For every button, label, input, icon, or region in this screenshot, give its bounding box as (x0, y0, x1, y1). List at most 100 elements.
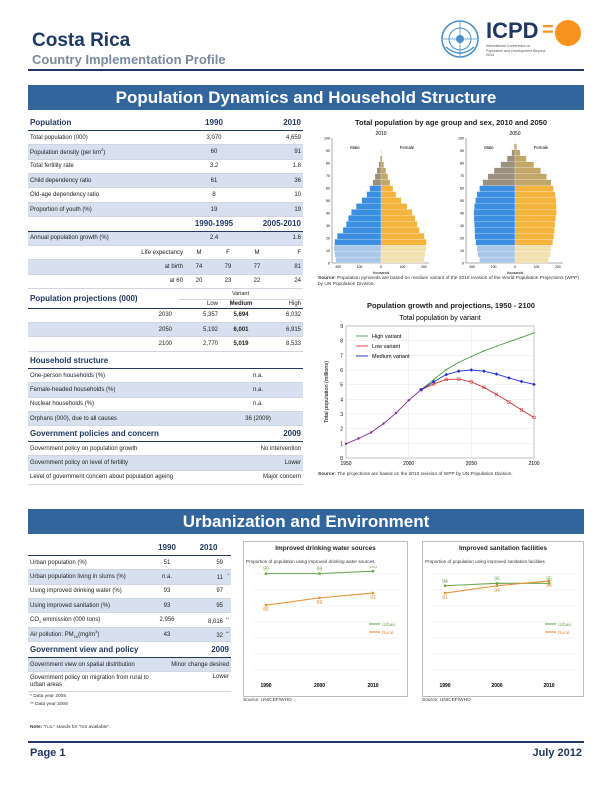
cell-value: 23 (213, 274, 243, 290)
cell-value: 5,694 (220, 308, 262, 323)
small-chart-x-tick: 2010 (367, 683, 378, 689)
pyramid-bar-female (514, 215, 556, 222)
small-chart-point (443, 584, 447, 587)
source-text: The projections are based on the 2010 re… (335, 472, 513, 477)
growth-history-point (357, 437, 360, 440)
blank-cell (28, 216, 185, 232)
pyramid-bar-male (378, 161, 382, 168)
growth-y-tick: 7 (340, 353, 343, 359)
pyramid-age-tick: 40 (460, 212, 464, 216)
pyramid-bar-male (351, 209, 382, 216)
growth-point-marker: + (445, 367, 448, 372)
growth-x-tick: 2050 (466, 461, 477, 467)
pyramid-bar-female (514, 221, 556, 228)
pyramid-bar-female (380, 203, 408, 210)
label-tail: ) (103, 150, 106, 157)
pyramid-age-tick: 50 (460, 199, 464, 203)
growth-chart-subtitle: Total population by variant (399, 315, 480, 322)
pyramid-bar-male (342, 227, 382, 234)
pyramid-bar-female (380, 227, 420, 234)
growth-x-tick: 2100 (528, 461, 539, 467)
growth-point-marker (444, 377, 448, 381)
growth-y-tick: 5 (340, 383, 343, 389)
household-header: Household structure (28, 354, 303, 369)
cell-value: 20 (185, 274, 213, 290)
pyramid-bar-male (369, 185, 382, 192)
cell-value: Lower (228, 455, 303, 471)
table-row: One-person households (%) n.a. (28, 368, 303, 384)
policies-year: 2009 (228, 427, 303, 442)
row-label: Life expectancy (28, 245, 185, 261)
growth-point-marker (469, 368, 474, 372)
cell-value: 60 (185, 144, 243, 160)
gov-view-table: Government view and policy 2009 Governmen… (28, 643, 231, 693)
cell-value: 2,770 (178, 336, 220, 352)
pyramid-age-tick: 30 (326, 224, 330, 228)
cell-value: 19 (185, 202, 243, 218)
sanitation-chart-frame (422, 541, 584, 697)
cell-value: 81 (271, 259, 303, 275)
urban-table: 1990 2010 Urban population (%) 51 59 Urb… (28, 541, 231, 643)
pyramid-bar-female (380, 233, 425, 240)
cell-value: 5,019 (220, 336, 262, 352)
row-label: Level of government concern about popula… (28, 470, 228, 486)
small-chart-x-tick: 2000 (491, 683, 502, 689)
pyramid-bar-female (514, 209, 557, 216)
value-text: 97 (216, 588, 223, 595)
cell-value: 77 (243, 259, 271, 275)
row-label: Urban population living in slums (%) (28, 569, 148, 585)
row-label: at birth (28, 259, 185, 275)
row-label: 2030 (28, 308, 178, 323)
row-label: Using improved sanitation (%) (28, 598, 148, 614)
source-label: Source: (318, 276, 336, 281)
cell-value: 5,192 (178, 322, 220, 338)
cell-value: 32** (186, 627, 231, 643)
growth-point-marker (507, 376, 511, 380)
pyramid-age-tick: 0 (462, 262, 464, 266)
row-label: Old-age dependency ratio (28, 187, 185, 203)
growth-y-tick: 6 (340, 368, 343, 374)
col-medium: Medium (220, 299, 262, 309)
row-label: One-person households (%) (28, 368, 213, 384)
pyramid-x-tick: 100 (400, 265, 406, 269)
pyramid-bar-female (380, 256, 425, 264)
pyramid-bar-male (335, 256, 382, 264)
pyramid-female-label: Female (400, 145, 415, 150)
year-1990: 1990 (185, 116, 243, 131)
pyramid-bar-male (475, 239, 516, 246)
cell-value: 36 (2009) (213, 411, 303, 427)
cell-value: 59 (186, 555, 231, 571)
small-chart-legend-label: Rural (382, 630, 393, 636)
growth-y-tick: 9 (340, 324, 343, 330)
blank-cell (28, 541, 148, 556)
growth-point-marker: + (457, 360, 460, 365)
cell-value: 22 (243, 274, 271, 290)
cell-value: 19 (243, 202, 303, 218)
table-row: Population 1990 2010 (28, 116, 303, 131)
table-row: at 60 20 23 22 24 (28, 274, 303, 290)
pyramid-bar-male (380, 155, 382, 162)
cell-value: 43 (148, 627, 186, 643)
pyramid-x-tick: 100 (491, 265, 497, 269)
logo-area: ICPD = International Conference on Popul… (440, 16, 581, 62)
small-chart-point (264, 572, 268, 575)
row-label: Orphans (000), due to all causes (28, 411, 213, 427)
table-row: Using improved drinking water (%) 93 97 (28, 584, 231, 600)
pyramid-bar-male (514, 143, 516, 151)
cell-value: 51 (148, 555, 186, 571)
table-row: Nuclear households (%) n.a. (28, 397, 303, 413)
row-label: CO2 emmission (000 tons) (28, 612, 148, 628)
pyramid-bar-female (514, 155, 527, 162)
growth-point-marker (431, 379, 436, 384)
sex-label: M (243, 245, 271, 261)
pyramid-bar-male (372, 179, 382, 186)
pyramid-bar-female (514, 203, 557, 210)
pyramid-age-tick: 10 (460, 249, 464, 253)
row-label: Proportion of youth (%) (28, 202, 185, 218)
growth-point-marker (482, 369, 486, 373)
row-label: Child dependency ratio (28, 173, 185, 189)
value-text: 32 (216, 633, 223, 640)
row-label: at 60 (28, 274, 185, 290)
row-label: Population density (per km2) (28, 144, 185, 160)
small-chart-data-label: 94 (494, 588, 500, 594)
